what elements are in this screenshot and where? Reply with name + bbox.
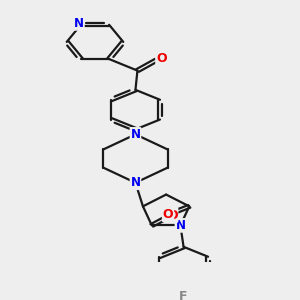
Text: N: N — [176, 219, 185, 232]
Text: O: O — [156, 52, 167, 65]
Text: O: O — [163, 208, 173, 221]
Text: N: N — [130, 128, 140, 141]
Text: N: N — [130, 176, 140, 189]
Text: N: N — [74, 17, 84, 30]
Text: O: O — [167, 209, 178, 222]
Text: F: F — [179, 290, 188, 300]
